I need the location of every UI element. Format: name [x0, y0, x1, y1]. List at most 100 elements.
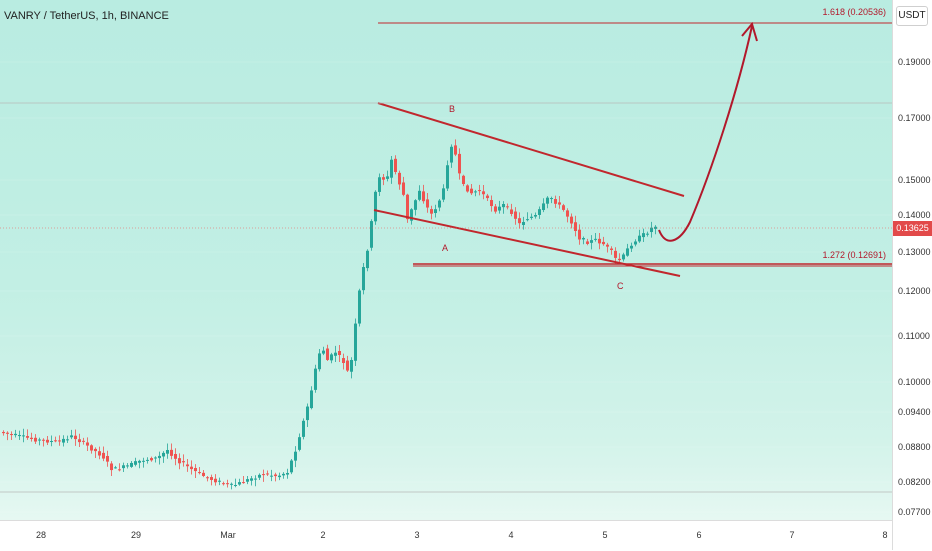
- y-tick-label: 0.13000: [898, 247, 931, 257]
- candle-body: [446, 165, 449, 189]
- candle-body: [242, 482, 245, 484]
- candle-body: [114, 467, 117, 469]
- x-tick-label: 4: [508, 530, 514, 540]
- candle-body: [486, 195, 489, 199]
- candle-body: [106, 455, 109, 462]
- y-tick-label: 0.11000: [898, 331, 930, 341]
- candle-body: [166, 449, 169, 454]
- candle-body: [574, 222, 577, 232]
- candle-body: [650, 227, 653, 233]
- candle-body: [506, 206, 509, 208]
- candle-body: [382, 177, 385, 180]
- candle-body: [354, 323, 357, 361]
- candle-body: [122, 465, 125, 469]
- projection-arrow: [658, 25, 753, 242]
- y-tick-label: 0.08200: [898, 477, 931, 487]
- y-tick-label: 0.07700: [898, 507, 931, 517]
- wave-label-c: C: [617, 281, 624, 291]
- candle-body: [26, 436, 29, 438]
- y-tick-label: 0.08800: [898, 442, 931, 452]
- candle-body: [290, 460, 293, 473]
- candle-body: [346, 360, 349, 371]
- candle-body: [482, 191, 485, 195]
- price-axis[interactable]: [892, 0, 932, 550]
- y-tick-label: 0.15000: [898, 175, 931, 185]
- candle-body: [146, 459, 149, 461]
- candle-body: [258, 474, 261, 478]
- candle-body: [350, 359, 353, 372]
- x-tick-label: Mar: [220, 530, 236, 540]
- candle-body: [366, 250, 369, 269]
- candle-body: [394, 158, 397, 172]
- candle-body: [538, 209, 541, 215]
- x-tick-label: 8: [882, 530, 888, 540]
- candle-body: [630, 245, 633, 249]
- candle-body: [374, 191, 377, 222]
- y-tick-label: 0.17000: [898, 113, 931, 123]
- candle-body: [566, 210, 569, 217]
- currency-unit-button[interactable]: USDT: [896, 6, 928, 26]
- candle-body: [562, 205, 565, 210]
- candle-body: [330, 354, 333, 361]
- candle-body: [110, 463, 113, 471]
- candle-body: [494, 206, 497, 212]
- candle-body: [654, 226, 657, 229]
- candle-body: [378, 177, 381, 192]
- candle-body: [214, 478, 217, 483]
- candle-body: [38, 439, 41, 441]
- candle-body: [530, 216, 533, 218]
- candle-body: [646, 233, 649, 235]
- candle-body: [62, 438, 65, 443]
- candle-body: [406, 194, 409, 220]
- time-axis[interactable]: [0, 520, 892, 551]
- candle-body: [234, 485, 237, 487]
- candle-body: [434, 209, 437, 214]
- candle-body: [294, 451, 297, 461]
- candle-body: [274, 474, 277, 477]
- candle-body: [218, 480, 221, 482]
- candle-body: [54, 440, 57, 442]
- grid: [0, 61, 892, 513]
- candle-body: [302, 420, 305, 437]
- candle-body: [410, 209, 413, 221]
- candle-body: [190, 466, 193, 470]
- candle-body: [194, 467, 197, 472]
- candle-body: [202, 472, 205, 476]
- candle-body: [98, 451, 101, 456]
- candle-body: [86, 442, 89, 446]
- candle-body: [362, 267, 365, 291]
- candle-body: [22, 435, 25, 437]
- candle-body: [246, 479, 249, 482]
- candle-body: [426, 199, 429, 208]
- candle-body: [94, 448, 97, 452]
- y-tick-label: 0.09400: [898, 407, 931, 417]
- candle-body: [414, 200, 417, 210]
- candle-body: [634, 241, 637, 245]
- candle-body: [50, 441, 53, 443]
- candle-body: [334, 352, 337, 356]
- candle-body: [10, 434, 13, 436]
- y-tick-label: 0.12000: [898, 286, 931, 296]
- candle-body: [386, 176, 389, 179]
- candle-body: [358, 290, 361, 324]
- candle-body: [42, 439, 45, 441]
- candle-body: [74, 435, 77, 440]
- candle-body: [598, 238, 601, 244]
- candle-body: [438, 200, 441, 208]
- fib-label-1272: 1.272 (0.12691): [822, 250, 886, 260]
- fib-label-1618: 1.618 (0.20536): [822, 7, 886, 17]
- candle-body: [390, 159, 393, 178]
- price-chart-svg: A B C 1.618 (0.20536) 1.272 (0.12691): [0, 7, 892, 513]
- candle-body: [138, 460, 141, 463]
- channel-lower-line: [373, 209, 681, 277]
- candle-body: [430, 209, 433, 214]
- candle-body: [450, 146, 453, 163]
- candle-body: [478, 190, 481, 192]
- candle-body: [318, 353, 321, 370]
- x-tick-label: 3: [414, 530, 420, 540]
- plot-area[interactable]: A B C 1.618 (0.20536) 1.272 (0.12691) VA…: [0, 0, 892, 520]
- candle-body: [226, 483, 229, 485]
- candle-body: [614, 250, 617, 258]
- candle-body: [30, 437, 33, 440]
